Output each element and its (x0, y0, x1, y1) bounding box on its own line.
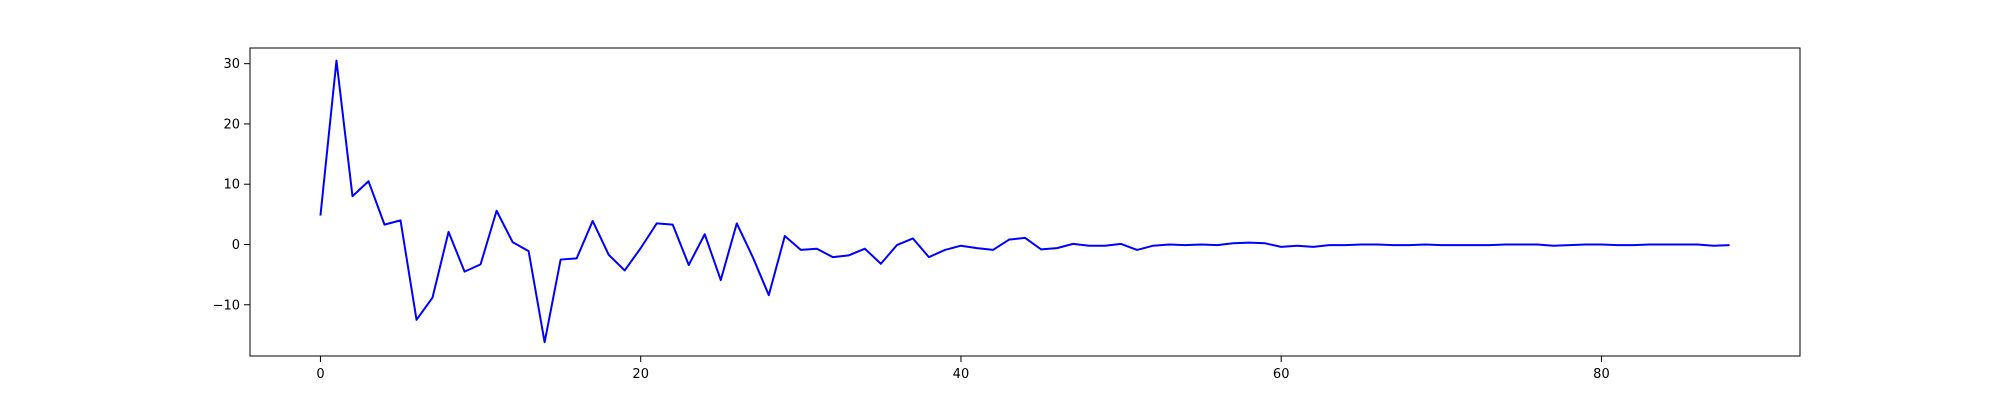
series-layer (319, 59, 1730, 344)
y-tick-label: −10 (213, 298, 240, 313)
x-axis: 0 20 40 60 80 (316, 356, 1610, 382)
y-tick-label: 30 (223, 57, 240, 72)
x-tick-label: 80 (1593, 367, 1610, 382)
y-tick-label: 20 (223, 117, 240, 132)
x-tick-label: 60 (1273, 367, 1290, 382)
x-tick-label: 0 (316, 367, 324, 382)
y-tick-label: 10 (223, 178, 240, 193)
y-axis: −10 0 10 20 30 (213, 57, 250, 313)
y-tick-label: 0 (232, 238, 240, 253)
plot-area (250, 48, 1800, 356)
plot-frame (249, 47, 1801, 357)
x-tick-label: 40 (953, 367, 970, 382)
series-line-0 (319, 59, 1730, 344)
x-tick-label: 20 (632, 367, 649, 382)
